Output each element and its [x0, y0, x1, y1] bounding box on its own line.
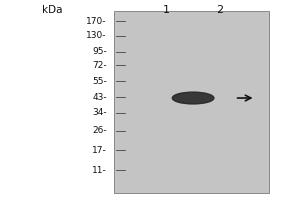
Ellipse shape [172, 92, 214, 104]
Text: 1: 1 [163, 5, 170, 15]
Text: 34-: 34- [92, 108, 107, 117]
Text: 11-: 11- [92, 166, 107, 175]
Text: 170-: 170- [86, 17, 107, 26]
Text: 26-: 26- [92, 126, 107, 135]
Text: 17-: 17- [92, 146, 107, 155]
Bar [114, 11, 269, 193]
Text: kDa: kDa [42, 5, 62, 15]
Text: 72-: 72- [92, 61, 107, 70]
Text: 55-: 55- [92, 77, 107, 86]
Text: 2: 2 [216, 5, 224, 15]
Text: 43-: 43- [92, 93, 107, 102]
Text: 130-: 130- [86, 31, 107, 40]
Text: 95-: 95- [92, 47, 107, 56]
